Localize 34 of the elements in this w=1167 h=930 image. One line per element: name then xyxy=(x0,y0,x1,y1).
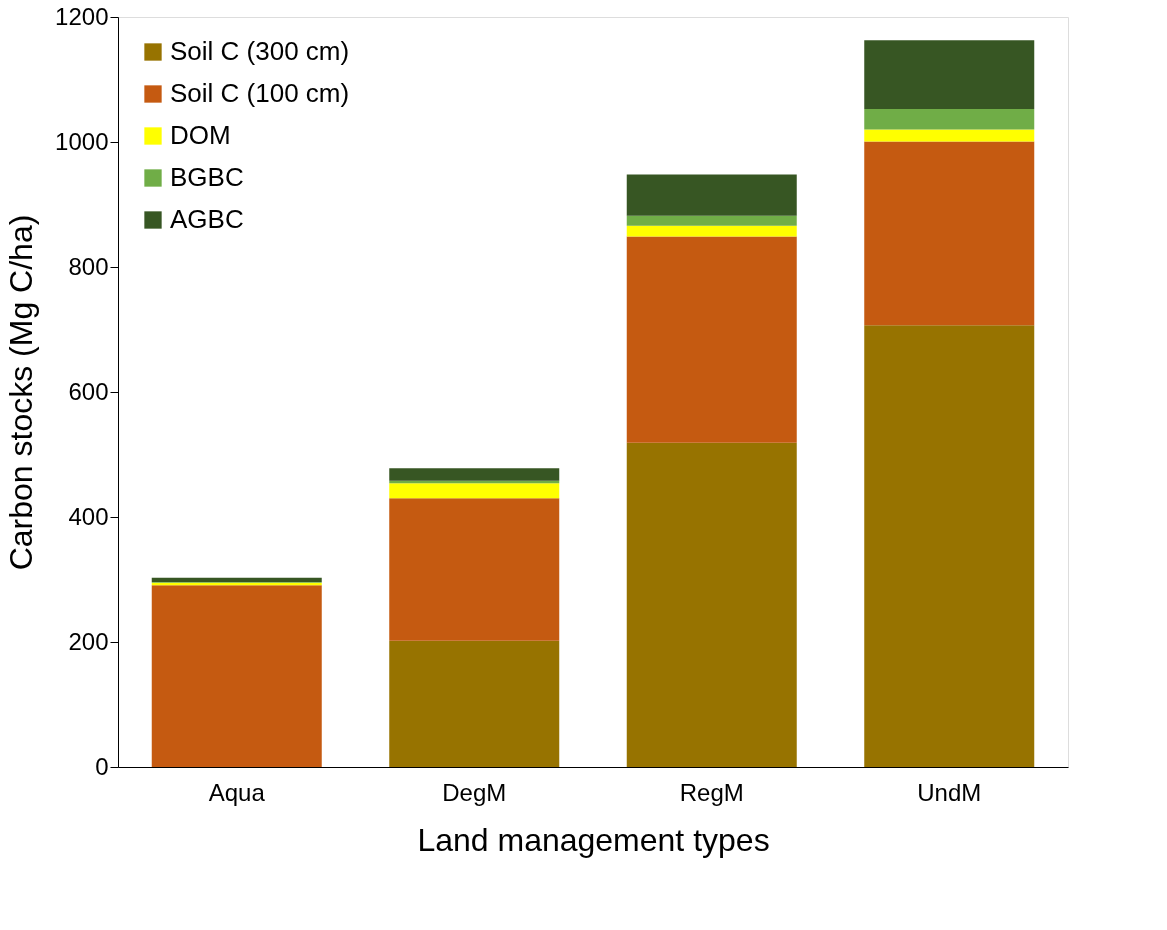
bar xyxy=(389,498,560,641)
y-tick-label: 600 xyxy=(68,377,109,405)
bar xyxy=(626,236,797,443)
bar xyxy=(864,40,1035,109)
legend-label: DOM xyxy=(170,120,231,150)
bar xyxy=(864,108,1035,130)
y-tick-label: 1000 xyxy=(55,127,109,155)
bar xyxy=(864,325,1035,767)
bar xyxy=(626,225,797,237)
x-axis-title: Land management types xyxy=(417,821,770,858)
bar xyxy=(389,483,560,499)
y-tick-label: 800 xyxy=(68,252,109,280)
bar xyxy=(626,215,797,226)
bar xyxy=(151,585,322,767)
x-tick-label: Aqua xyxy=(208,778,266,806)
y-tick-label: 0 xyxy=(95,752,109,780)
bar xyxy=(151,577,322,582)
x-tick-label: UndM xyxy=(917,778,982,806)
y-axis-title: Carbon stocks (Mg C/ha) xyxy=(3,214,40,571)
bar xyxy=(389,640,560,767)
bar xyxy=(389,468,560,481)
y-tick-label: 200 xyxy=(68,627,109,655)
bar xyxy=(626,442,797,767)
bar xyxy=(626,174,797,216)
legend-label: Soil C (300 cm) xyxy=(170,36,350,66)
legend-label: Soil C (100 cm) xyxy=(170,78,350,108)
x-tick-label: RegM xyxy=(679,778,744,806)
y-tick-label: 1200 xyxy=(55,2,109,30)
bar xyxy=(864,129,1035,142)
legend-label: BGBC xyxy=(170,162,244,192)
legend-label: AGBC xyxy=(170,204,244,234)
x-tick-label: DegM xyxy=(442,778,507,806)
y-tick-label: 400 xyxy=(68,502,109,530)
bar xyxy=(864,141,1035,326)
